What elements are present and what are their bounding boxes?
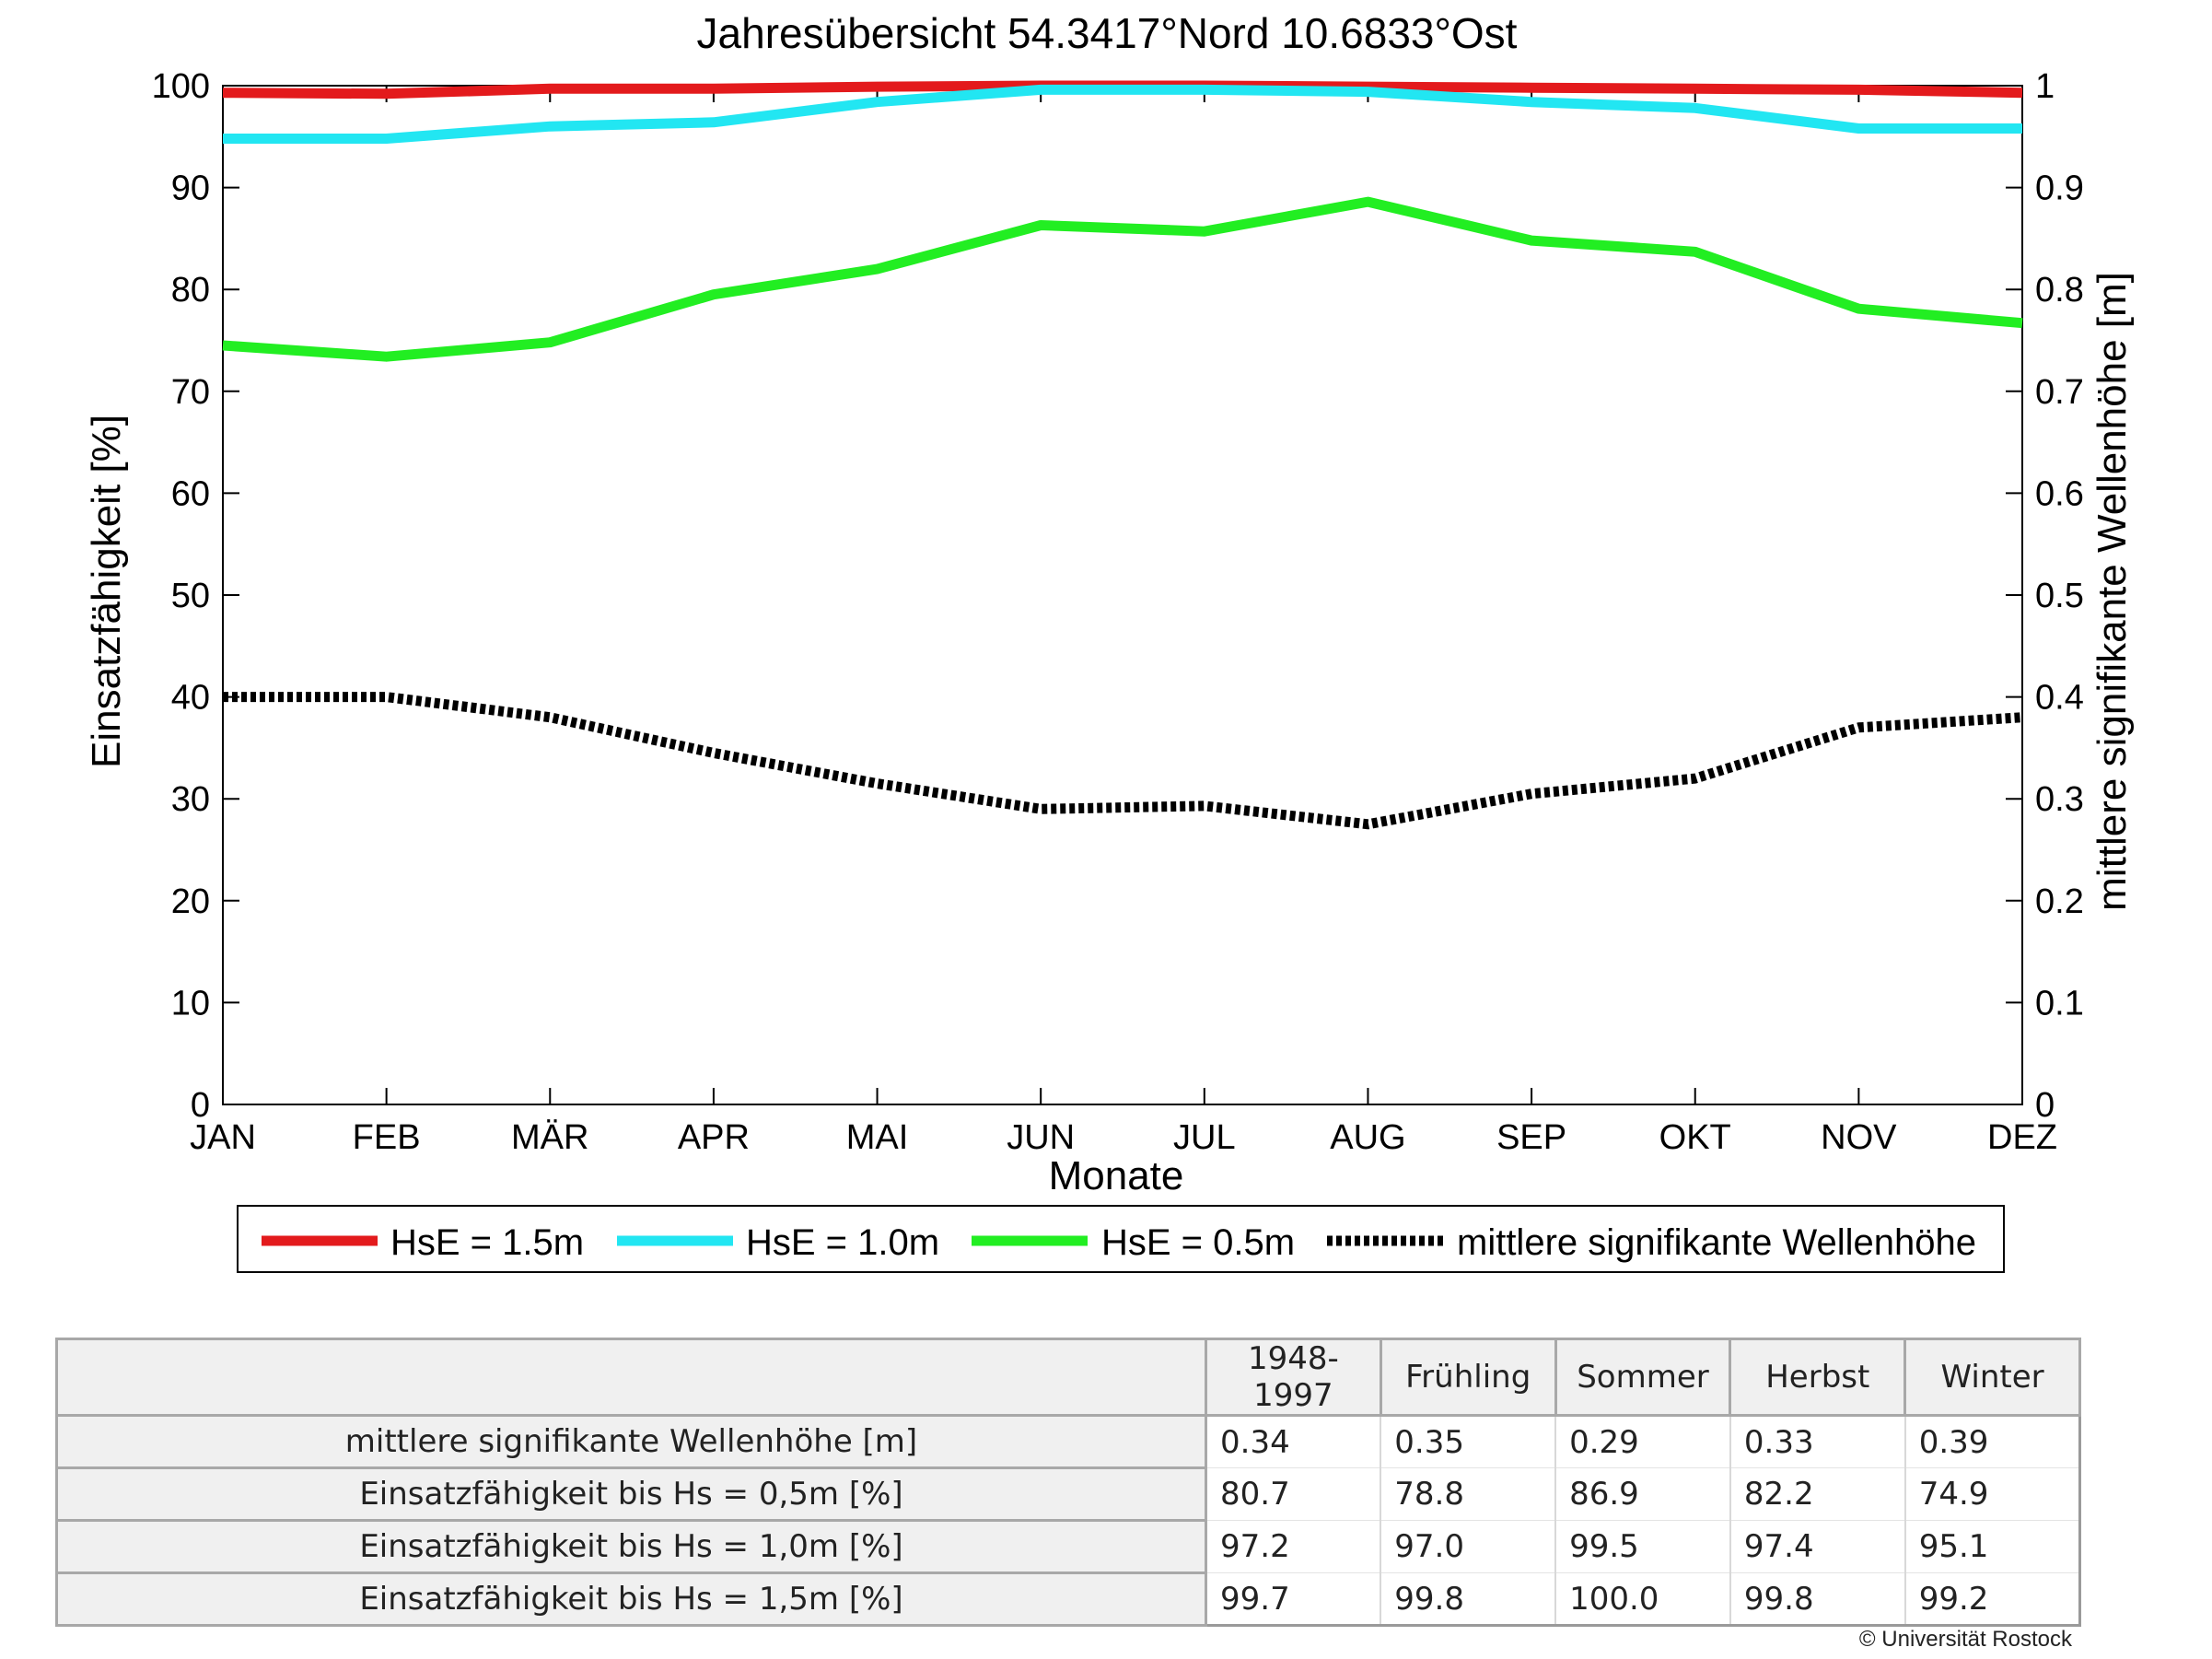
table-row: Einsatzfähigkeit bis Hs = 0,5m [%] 80.7 … [55, 1466, 2080, 1522]
chart: Jahresübersicht 54.3417°Nord 10.6833°Ost… [84, 9, 2135, 1273]
left-y-tick-label: 70 [171, 373, 210, 412]
x-tick-label: JUN [1007, 1118, 1075, 1157]
x-tick-label: SEP [1496, 1118, 1566, 1157]
left-y-tick-label: 10 [171, 984, 210, 1022]
legend-label-3: HsE = 0.5m [1101, 1222, 1295, 1263]
copyright-notice: © Universität Rostock [1858, 1627, 2072, 1652]
table-cell: 99.7 [1205, 1572, 1381, 1626]
left-y-tick-label: 80 [171, 271, 210, 310]
x-tick-label: MÄR [511, 1118, 588, 1157]
table-header-row: 1948-1997 Frühling Sommer Herbst Winter [55, 1338, 2081, 1417]
series-layer [222, 80, 2023, 830]
left-y-tick-label: 20 [171, 882, 210, 921]
legend: HsE = 1.5m HsE = 1.0m HsE = 0.5m mittlere s… [237, 1205, 2005, 1273]
table-cell: 80.7 [1205, 1467, 1381, 1521]
left-y-axis: 0 10 20 30 40 50 60 70 80 90 100 [152, 67, 239, 1125]
right-y-tick-label: 0.1 [2035, 984, 2084, 1022]
right-y-tick-label: 0.4 [2035, 679, 2084, 718]
table-cell: 99.8 [1380, 1572, 1556, 1626]
table-row-header: Einsatzfähigkeit bis Hs = 1,0m [%] [55, 1519, 1207, 1574]
plot-frame [222, 85, 2023, 1105]
summary-table: 1948-1997 Frühling Sommer Herbst Winter … [55, 1338, 2081, 1627]
legend-label-2: HsE = 1.0m [746, 1222, 939, 1263]
table-cell: 99.8 [1729, 1572, 1905, 1626]
right-y-tick-label: 1 [2035, 67, 2055, 106]
table-cell: 95.1 [1903, 1520, 2080, 1573]
left-y-tick-label: 90 [171, 169, 210, 208]
right-y-tick-label: 0.2 [2035, 882, 2084, 921]
left-y-axis-title: Einsatzfähigkeit [%] [84, 415, 129, 768]
x-tick-label: OKT [1659, 1118, 1731, 1157]
left-y-tick-label: 40 [171, 679, 210, 718]
left-y-tick-label: 50 [171, 577, 210, 615]
table-cell: 97.2 [1205, 1520, 1381, 1573]
table-cell: 0.33 [1729, 1415, 1905, 1468]
table-column-header: Herbst [1729, 1338, 1907, 1417]
table-column-header: Frühling [1379, 1338, 1557, 1417]
series-line-4 [223, 692, 2023, 830]
x-tick-label: FEB [353, 1118, 421, 1157]
x-tick-label: AUG [1330, 1118, 1405, 1157]
table-cell: 78.8 [1380, 1467, 1556, 1521]
x-tick-label: MAI [846, 1118, 909, 1157]
x-axis-title: Monate [1049, 1153, 1184, 1198]
right-y-tick-label: 0.6 [2035, 474, 2084, 513]
series-line-2 [223, 84, 2022, 144]
table-row-header: mittlere signifikante Wellenhöhe [m] [55, 1414, 1207, 1469]
table-column-header: Winter [1903, 1338, 2081, 1417]
right-y-tick-label: 0.3 [2035, 780, 2084, 819]
right-y-tick-label: 0 [2035, 1086, 2055, 1125]
table-cell: 0.29 [1554, 1415, 1730, 1468]
x-tick-label: JUL [1173, 1118, 1236, 1157]
table-cell: 100.0 [1554, 1572, 1730, 1626]
right-y-tick-label: 0.9 [2035, 169, 2084, 208]
plot-area [222, 85, 2023, 1105]
right-y-tick-label: 0.8 [2035, 271, 2084, 310]
table-cell: 0.34 [1205, 1415, 1381, 1468]
table-cell: 0.35 [1380, 1415, 1556, 1468]
right-y-tick-label: 0.7 [2035, 373, 2084, 412]
table-cell: 0.39 [1903, 1415, 2080, 1468]
x-tick-label: DEZ [1987, 1118, 2057, 1157]
table-row: mittlere signifikante Wellenhöhe [m] 0.3… [55, 1414, 2080, 1469]
x-tick-label: APR [678, 1118, 750, 1157]
table-cell: 82.2 [1729, 1467, 1905, 1521]
left-y-tick-label: 0 [191, 1086, 210, 1125]
table-cell: 86.9 [1554, 1467, 1730, 1521]
legend-box [237, 1205, 2005, 1273]
table-cell: 74.9 [1903, 1467, 2080, 1521]
series-line-3 [222, 196, 2023, 362]
table-row: Einsatzfähigkeit bis Hs = 1,0m [%] 97.2 … [55, 1519, 2080, 1574]
table-row: Einsatzfähigkeit bis Hs = 1,5m [%] 99.7 … [55, 1571, 2080, 1627]
right-y-tick-label: 0.5 [2035, 577, 2084, 615]
right-y-axis-title: mittlere signifikante Wellenhöhe [m] [2090, 272, 2135, 911]
legend-label-4: mittlere signifikante Wellenhöhe [1457, 1222, 1976, 1263]
table-cell: 99.5 [1554, 1520, 1730, 1573]
left-y-tick-label: 100 [152, 67, 210, 106]
table-corner-cell [55, 1338, 1207, 1417]
chart-title: Jahresübersicht 54.3417°Nord 10.6833°Ost [697, 9, 1518, 57]
right-y-axis: 0 0.1 0.2 0.3 0.4 0.5 0.6 0.7 0.8 0.9 1 [2006, 67, 2084, 1125]
x-tick-label: NOV [1821, 1118, 1897, 1157]
table-row-header: Einsatzfähigkeit bis Hs = 0,5m [%] [55, 1466, 1207, 1522]
table-cell: 97.4 [1729, 1520, 1905, 1573]
table-column-header: Sommer [1554, 1338, 1732, 1417]
table-cell: 99.2 [1903, 1572, 2080, 1626]
table-cell: 97.0 [1380, 1520, 1556, 1573]
legend-label-1: HsE = 1.5m [390, 1222, 584, 1263]
table-row-header: Einsatzfähigkeit bis Hs = 1,5m [%] [55, 1571, 1207, 1627]
x-axis: JAN FEB MÄR APR MAI JUN JUL AUG SEP OKT NOV DEZ [190, 86, 2057, 1157]
table-column-header: 1948-1997 [1205, 1338, 1382, 1417]
x-tick-label: JAN [190, 1118, 256, 1157]
left-y-tick-label: 60 [171, 474, 210, 513]
left-y-tick-label: 30 [171, 780, 210, 819]
